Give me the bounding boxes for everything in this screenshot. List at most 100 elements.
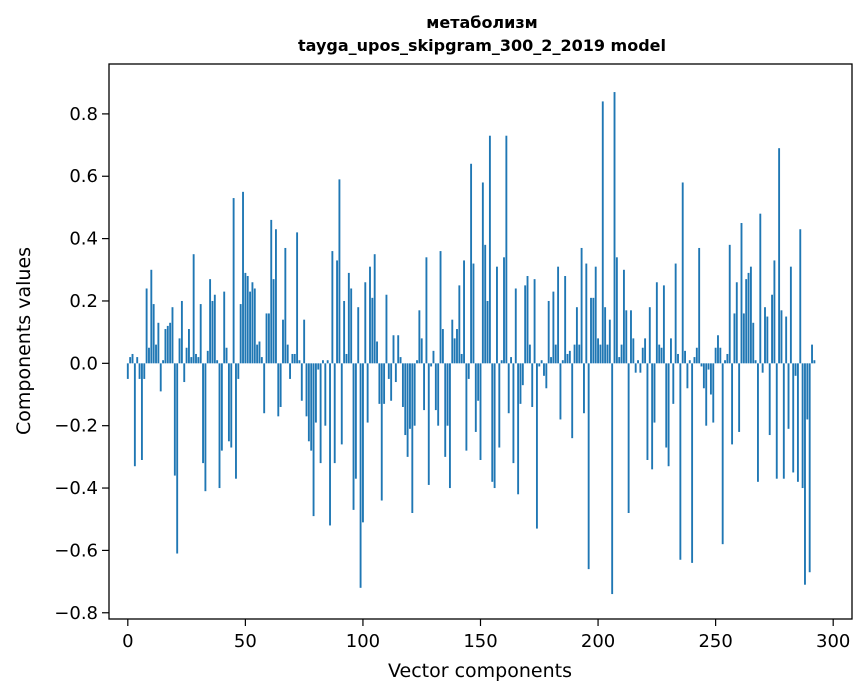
bar-189 xyxy=(571,363,574,439)
bar-73 xyxy=(298,360,301,364)
bar-234 xyxy=(677,353,679,364)
x-axis-label: Vector components xyxy=(388,660,572,682)
bar-144 xyxy=(465,363,468,451)
bar-116 xyxy=(399,357,402,364)
bar-97 xyxy=(354,363,357,479)
bar-204 xyxy=(606,344,609,364)
bar-86 xyxy=(329,363,331,526)
bar-17 xyxy=(166,325,169,364)
bar-72 xyxy=(296,232,299,364)
bar-152 xyxy=(484,244,487,364)
bar-45 xyxy=(232,198,235,364)
bar-185 xyxy=(561,360,564,364)
bar-92 xyxy=(343,300,346,364)
bar-52 xyxy=(249,291,252,364)
bar-188 xyxy=(568,350,571,364)
bar-10 xyxy=(150,269,153,364)
y-tick-label: 0.0 xyxy=(69,353,98,374)
bar-190 xyxy=(573,344,576,364)
bar-137 xyxy=(448,363,451,489)
bar-197 xyxy=(590,297,592,364)
bar-171 xyxy=(528,344,531,364)
bar-19 xyxy=(171,307,174,364)
bar-31 xyxy=(199,304,202,364)
bar-63 xyxy=(275,229,277,364)
bar-134 xyxy=(441,329,444,364)
bar-212 xyxy=(625,310,628,364)
bar-102 xyxy=(366,363,369,423)
bar-278 xyxy=(780,310,783,364)
bar-51 xyxy=(246,276,249,364)
bar-274 xyxy=(771,294,773,364)
bar-91 xyxy=(340,363,343,445)
bar-227 xyxy=(660,347,663,364)
bar-16 xyxy=(164,329,167,364)
bar-115 xyxy=(397,335,400,364)
bar-238 xyxy=(686,363,689,389)
bar-67 xyxy=(284,247,287,364)
bar-36 xyxy=(211,300,214,364)
bar-159 xyxy=(500,360,503,364)
bar-165 xyxy=(514,288,517,364)
bar-153 xyxy=(486,300,489,364)
bar-131 xyxy=(434,363,437,411)
bar-136 xyxy=(446,363,449,426)
bar-268 xyxy=(757,363,759,482)
bar-49 xyxy=(242,191,244,364)
bar-249 xyxy=(712,363,715,423)
bar-4 xyxy=(136,357,139,364)
bar-254 xyxy=(724,360,726,364)
x-tick-label: 50 xyxy=(234,631,257,652)
bar-44 xyxy=(230,363,233,448)
bar-174 xyxy=(535,363,538,529)
bar-25 xyxy=(185,347,188,364)
bar-148 xyxy=(474,363,477,432)
bar-217 xyxy=(637,360,639,364)
bar-58 xyxy=(263,363,266,414)
bar-145 xyxy=(467,363,470,379)
bar-77 xyxy=(307,363,310,442)
bar-141 xyxy=(458,285,461,364)
bar-94 xyxy=(347,272,350,364)
bar-68 xyxy=(286,344,289,364)
bar-259 xyxy=(735,282,738,364)
bar-225 xyxy=(655,282,658,364)
bar-183 xyxy=(557,266,560,364)
bar-130 xyxy=(432,350,435,364)
bar-269 xyxy=(759,213,762,364)
bar-120 xyxy=(409,363,411,429)
bar-242 xyxy=(695,347,698,364)
bar-175 xyxy=(538,363,541,367)
bar-129 xyxy=(430,363,433,367)
bar-286 xyxy=(799,229,802,364)
y-tick-label: −0.6 xyxy=(54,540,98,561)
bar-176 xyxy=(540,360,543,364)
bar-265 xyxy=(749,266,752,364)
bar-96 xyxy=(352,363,355,510)
bar-251 xyxy=(717,335,719,364)
x-tick-label: 0 xyxy=(122,631,133,652)
bar-281 xyxy=(787,363,790,429)
bar-193 xyxy=(580,247,583,364)
bar-192 xyxy=(578,344,581,364)
bar-290 xyxy=(808,363,811,573)
bar-229 xyxy=(665,363,668,448)
y-tick-label: −0.2 xyxy=(54,416,98,437)
bar-283 xyxy=(792,363,795,473)
bar-170 xyxy=(526,276,529,364)
bar-100 xyxy=(362,363,364,523)
bar-169 xyxy=(524,285,527,364)
y-ticks: −0.8 −0.6 −0.4 −0.2 0.0 0.2 0.4 0.6 0.8 xyxy=(54,104,109,624)
bar-8 xyxy=(145,288,148,364)
bar-121 xyxy=(411,363,414,513)
bar-37 xyxy=(213,294,216,364)
bar-122 xyxy=(413,363,416,426)
bar-191 xyxy=(575,307,578,364)
bar-133 xyxy=(439,251,442,364)
bar-266 xyxy=(752,322,755,364)
bar-280 xyxy=(785,316,788,364)
bar-166 xyxy=(517,363,520,495)
bar-179 xyxy=(547,300,550,364)
bar-114 xyxy=(394,363,397,383)
bar-62 xyxy=(272,279,275,364)
